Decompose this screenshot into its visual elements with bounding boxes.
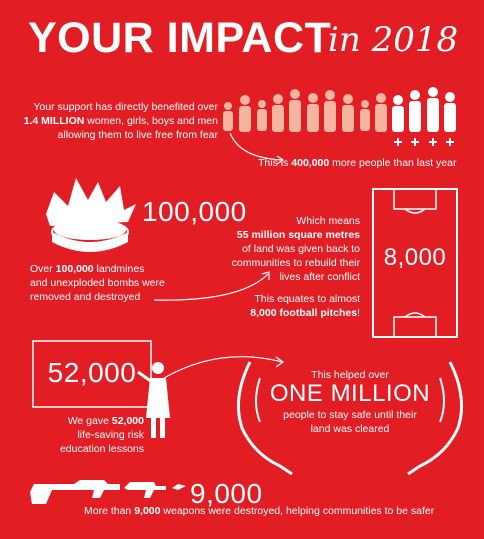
people-crowd-icon (223, 87, 456, 146)
weapons-text-pre: More than (84, 505, 135, 517)
more-people-pre: This is (258, 157, 292, 169)
cupped-hands-icon (236, 361, 464, 476)
land-line-3: of land was given back to (242, 243, 360, 255)
support-line-2-rest: women, girls, boys and men (84, 115, 218, 127)
landmines-number: 100,000 (142, 196, 247, 227)
safe-line-1: This helped over (311, 369, 389, 381)
more-people-post: more people than last year (329, 157, 457, 169)
weapons-text-bold: 9,000 (134, 505, 161, 517)
teacher-icon (137, 362, 170, 438)
safe-line-3: land was cleared (310, 423, 390, 435)
support-text: Your support has directly benefited over… (18, 100, 218, 142)
landmines-arrow-icon (153, 271, 270, 301)
land-line-1: Which means (296, 215, 360, 227)
landmines-line-2: and unexploded bombs were (30, 277, 165, 289)
land-line-2: 55 million square metres (236, 229, 360, 241)
weapons-number: 9,000 (190, 478, 263, 509)
safe-big-text: ONE MILLION (269, 380, 431, 407)
crowd-arrow-icon (229, 132, 285, 165)
more-people-text: This is 400,000 more people than last ye… (258, 156, 478, 170)
education-arrow-icon (163, 356, 285, 379)
weapons-icon (30, 480, 186, 504)
page-title-year: in 2018 (328, 20, 459, 60)
blackboard-icon (32, 340, 152, 408)
education-line-1-bold: 52,000 (111, 415, 144, 427)
landmines-line-1-bold: 100,000 (55, 263, 94, 275)
weapons-text-post: weapons were destroyed, helping communit… (160, 505, 435, 517)
support-line-2-bold: 1.4 MILLION (23, 115, 85, 127)
explosion-icon (46, 178, 136, 252)
page-title: YOUR IMPACT (28, 14, 332, 62)
landmines-line-1-post: landmines (93, 263, 145, 275)
education-line-2: life-saving risk (77, 429, 144, 441)
education-number: 52,000 (47, 357, 137, 388)
more-people-bold: 400,000 (291, 157, 330, 169)
weapons-text: More than 9,000 weapons were destroyed, … (84, 504, 480, 518)
landmines-line-1-pre: Over (30, 263, 56, 275)
football-pitch-icon (372, 188, 458, 338)
pitches-line-2: 8,000 football pitches! (200, 306, 360, 320)
landmines-line-3: removed and destroyed (30, 291, 141, 303)
support-line-1: Your support has directly benefited over (33, 101, 218, 113)
pitches-line-2-bold: 8,000 football pitches (250, 307, 358, 319)
safe-text: people to stay safe until their land was… (260, 408, 440, 436)
safe-line-2: people to stay safe until their (283, 409, 417, 421)
pitches-line-1: This equates to almost (254, 293, 360, 305)
support-line-3: allowing them to live free from fear (57, 129, 218, 141)
landmines-line-1: Over 100,000 landmines (30, 262, 200, 276)
support-line-2: 1.4 MILLION women, girls, boys and men (18, 114, 218, 128)
landmines-text: Over 100,000 landmines and unexploded bo… (30, 262, 200, 304)
education-text: We gave 52,000 life-saving risk educatio… (40, 414, 144, 456)
pitches-line-2-post: ! (357, 307, 360, 319)
pitches-text: This equates to almost 8,000 football pi… (200, 292, 360, 320)
pitch-number: 8,000 (383, 244, 447, 271)
education-line-3: education lessons (59, 443, 144, 455)
education-line-1-pre: We gave (67, 415, 112, 427)
land-line-5: lives after conflict (279, 271, 360, 283)
land-line-4: communities to rebuild their (231, 257, 360, 269)
education-line-1: We gave 52,000 (40, 414, 144, 428)
land-text: Which means 55 million square metres of … (200, 214, 360, 284)
